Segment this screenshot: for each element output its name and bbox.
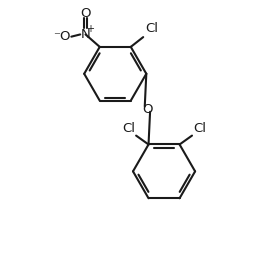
Text: N: N xyxy=(81,28,90,41)
Text: Cl: Cl xyxy=(146,22,159,35)
Text: Cl: Cl xyxy=(193,122,206,135)
Text: O: O xyxy=(142,103,153,116)
Text: ⁻O: ⁻O xyxy=(53,30,70,43)
Text: O: O xyxy=(80,7,91,20)
Text: Cl: Cl xyxy=(122,122,135,135)
Text: +: + xyxy=(86,24,94,34)
